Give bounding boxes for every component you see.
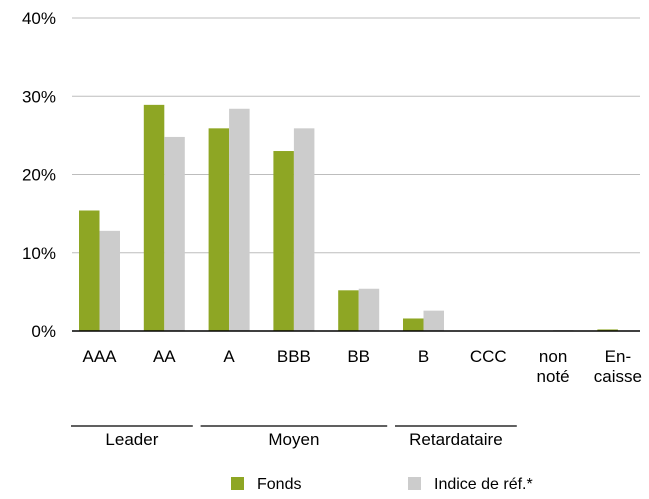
legend-label: Indice de réf.* (434, 476, 533, 493)
y-tick-label: 10% (22, 244, 56, 263)
x-tick-label: B (418, 347, 429, 366)
x-tick-label: BBB (277, 347, 311, 366)
group-label: Retardataire (409, 430, 503, 449)
x-tick-label: CCC (470, 347, 507, 366)
legend-swatch (408, 477, 421, 490)
group-label: Leader (105, 430, 158, 449)
bar-indice-de-r-f (99, 230, 120, 331)
bar-fonds (403, 318, 424, 331)
bar-indice-de-r-f (293, 128, 315, 331)
bar-indice-de-r-f (358, 288, 380, 331)
x-tick-label: BB (347, 347, 370, 366)
x-tick-label: noté (537, 367, 570, 386)
bar-indice-de-r-f (423, 310, 444, 331)
x-tick-label: caisse (594, 367, 642, 386)
legend-label: Fonds (257, 476, 301, 493)
group-label: Moyen (268, 430, 319, 449)
y-tick-label: 30% (22, 87, 56, 106)
x-tick-label: En- (605, 347, 631, 366)
legend-swatch (231, 477, 244, 490)
bar-fonds (273, 151, 294, 331)
x-tick-label: AAA (82, 347, 117, 366)
x-tick-label: A (223, 347, 235, 366)
bar-indice-de-r-f (164, 136, 185, 331)
y-tick-label: 20% (22, 166, 56, 185)
bar-fonds (597, 329, 618, 331)
x-tick-label: AA (153, 347, 176, 366)
bar-indice-de-r-f (229, 108, 250, 332)
bar-fonds (143, 104, 165, 331)
bar-fonds (338, 290, 359, 331)
x-tick-label: non (539, 347, 567, 366)
bar-fonds (79, 210, 100, 331)
y-tick-label: 0% (31, 322, 56, 341)
y-tick-label: 40% (22, 9, 56, 28)
bar-fonds (208, 128, 230, 331)
